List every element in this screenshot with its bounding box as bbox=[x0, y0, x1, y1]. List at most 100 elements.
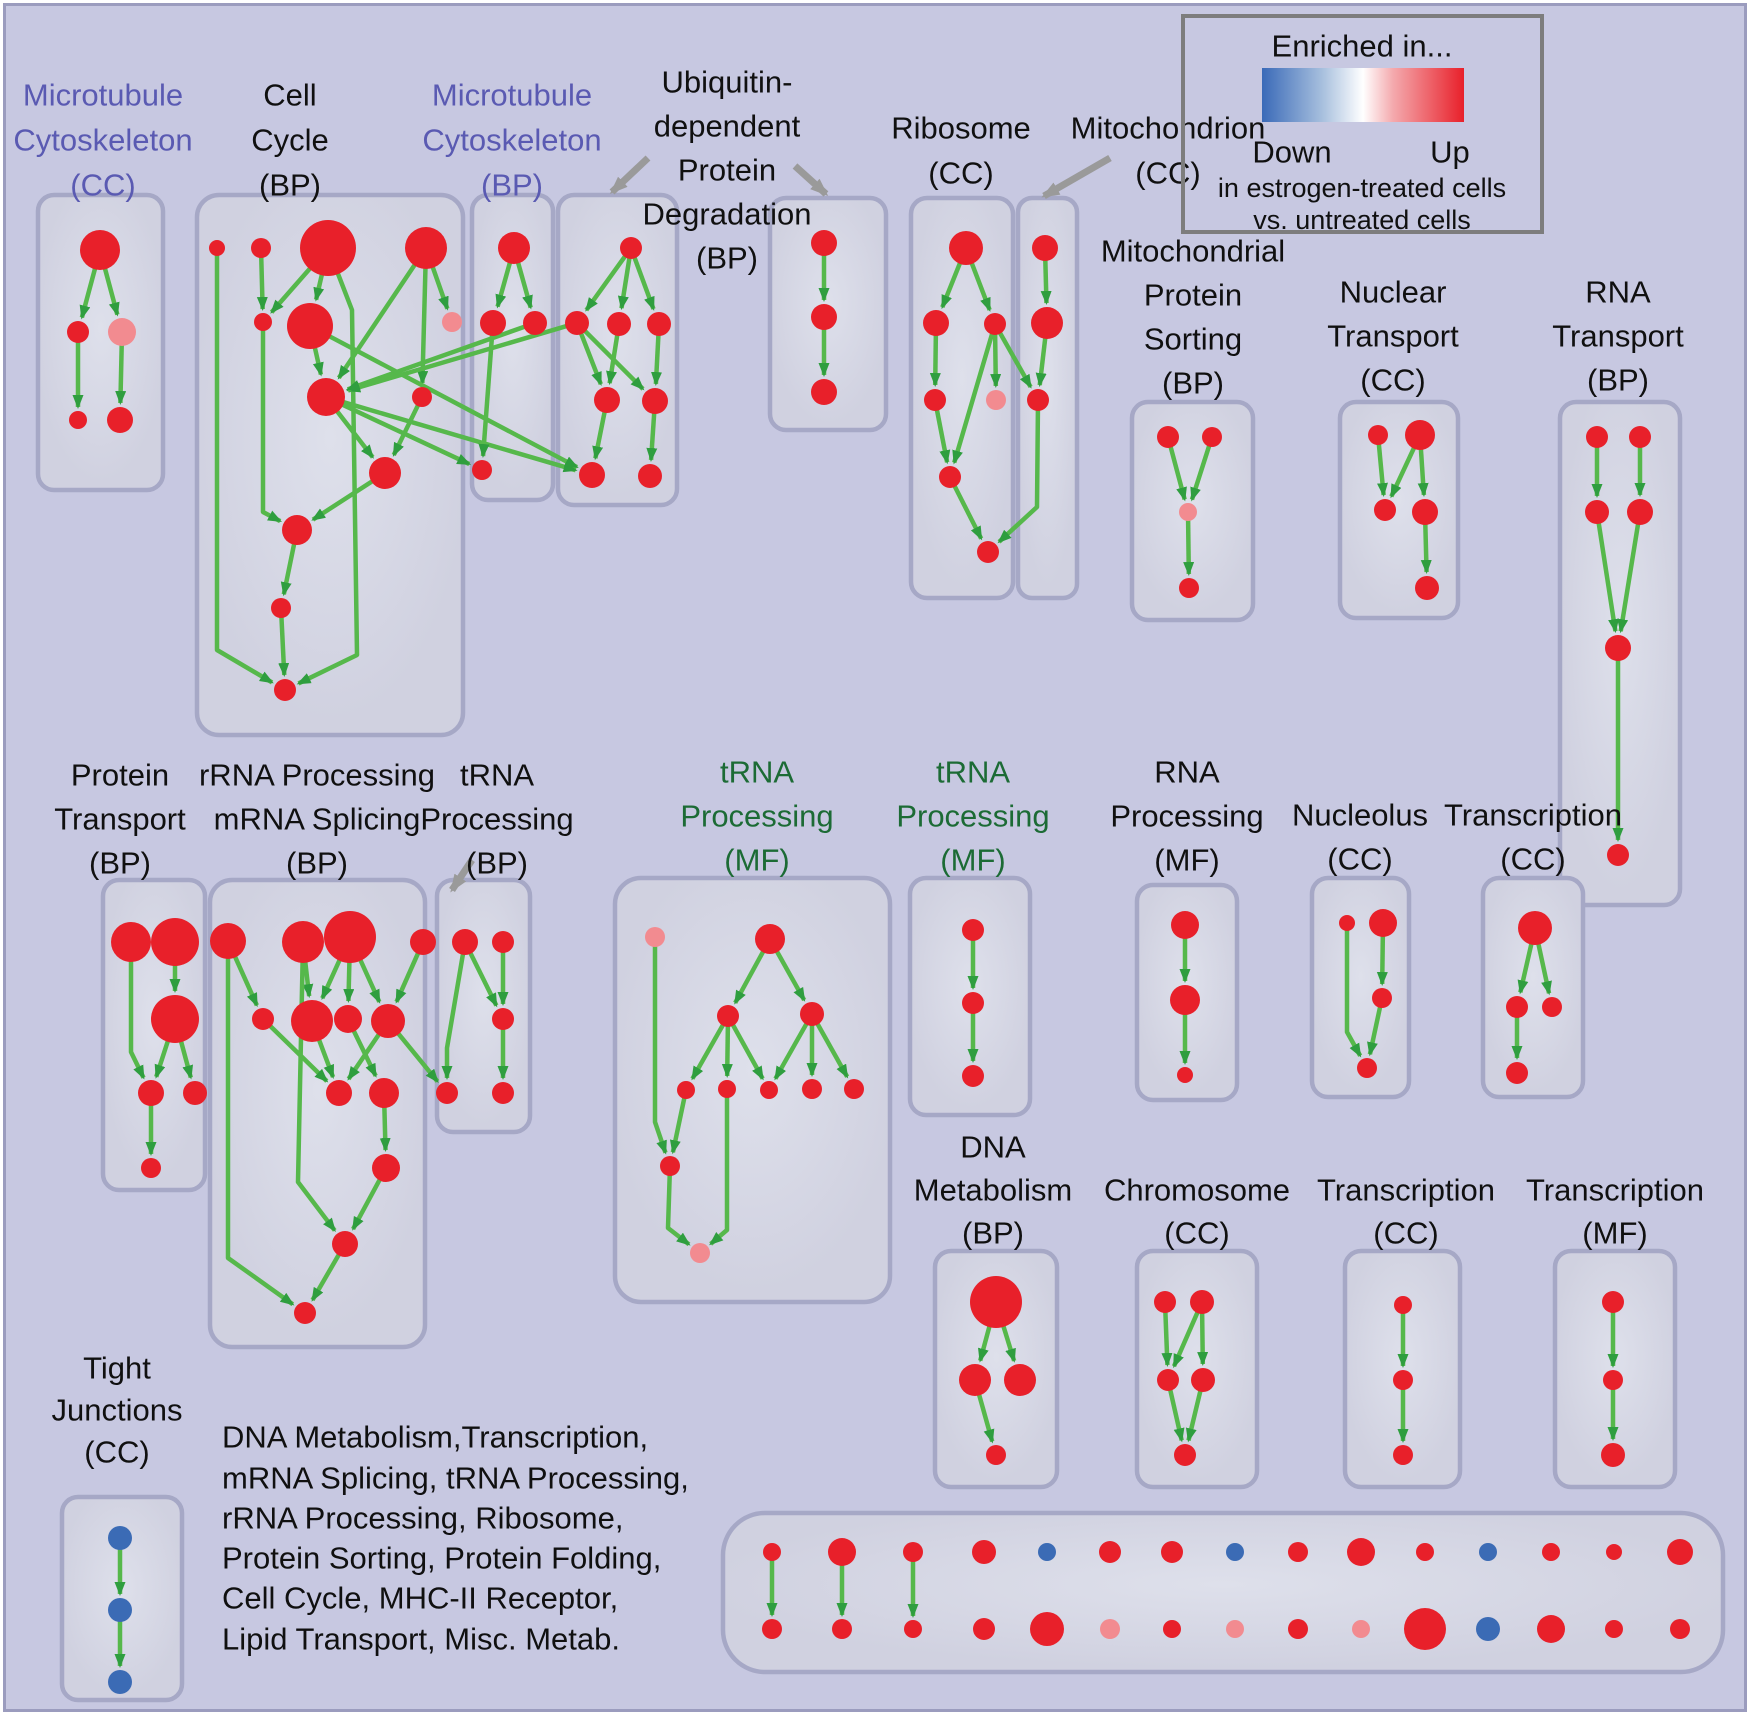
node-r3-enriched-up bbox=[324, 911, 376, 963]
node-j4-enriched-up bbox=[1627, 499, 1653, 525]
chromosome-box bbox=[1134, 1248, 1260, 1490]
node-wa-enriched-down bbox=[108, 1526, 132, 1550]
edge-b11-b12 bbox=[280, 542, 297, 597]
node-b6-enriched-up bbox=[287, 303, 333, 349]
node-b4-enriched-up bbox=[405, 227, 447, 269]
cluster-label-tight-junctions-line-2: Junctions bbox=[52, 1393, 183, 1428]
edge-qa-qd bbox=[1344, 929, 1363, 1058]
cluster-label-protein-transport-line-3: (BP) bbox=[89, 846, 151, 881]
node-lb10b-weakly-enriched bbox=[1352, 1620, 1370, 1638]
cluster-label-cell-cycle-line-1: Cell bbox=[263, 78, 316, 113]
cluster-label-protein-transport-line-1: Protein bbox=[71, 758, 169, 793]
node-rc-enriched-up bbox=[1542, 997, 1562, 1017]
edge-s4-z1 bbox=[395, 1031, 440, 1083]
annotation-arrow-ubiquitin-right bbox=[792, 163, 829, 197]
node-lb4a-enriched-up bbox=[972, 1540, 996, 1564]
edge-f6-f7 bbox=[952, 484, 984, 541]
edge-ml-n3 bbox=[730, 1022, 765, 1081]
cluster-label-ribosome-line-2: (CC) bbox=[928, 156, 993, 191]
edge-b8-b10 bbox=[334, 409, 375, 459]
node-qa-enriched-up bbox=[1339, 915, 1355, 931]
node-qc-enriched-up bbox=[1372, 988, 1392, 1008]
node-lb1a-enriched-up bbox=[763, 1543, 781, 1561]
edge-j3-j5 bbox=[1596, 521, 1620, 634]
misc-categories-text-line-4: Protein Sorting, Protein Folding, bbox=[222, 1541, 661, 1576]
cluster-label-nuclear-transport-line-3: (CC) bbox=[1360, 363, 1425, 398]
cluster-label-rrna-mrna-line-2: mRNA Splicing bbox=[214, 802, 421, 837]
nuclear-transport-box bbox=[1337, 399, 1461, 621]
node-s4-enriched-up bbox=[371, 1004, 405, 1038]
node-lb6b-weakly-enriched bbox=[1100, 1619, 1120, 1639]
cluster-label-trna-bp-line-1: tRNA bbox=[460, 758, 534, 793]
node-z1-enriched-up bbox=[436, 1082, 458, 1104]
node-va-enriched-up bbox=[1602, 1291, 1624, 1313]
edge-qc-qd bbox=[1367, 1005, 1383, 1057]
cluster-label-microtubule-bp-line-2: Cytoskeleton bbox=[422, 123, 601, 158]
cluster-label-chromosome-line-2: (CC) bbox=[1164, 1216, 1229, 1251]
node-lb15b-enriched-up bbox=[1670, 1619, 1690, 1639]
edge-tcc-tce bbox=[1167, 1388, 1185, 1443]
node-e3-enriched-up bbox=[811, 379, 837, 405]
node-s2-enriched-up bbox=[291, 1000, 333, 1042]
node-s3-enriched-up bbox=[334, 1005, 362, 1033]
node-wb-enriched-down bbox=[108, 1598, 132, 1622]
edge-d1-d3 bbox=[617, 256, 632, 311]
node-f1-enriched-up bbox=[949, 231, 983, 265]
edge-v1-w1 bbox=[351, 1177, 383, 1231]
edge-b8-c4 bbox=[340, 402, 472, 467]
node-sd-enriched-up bbox=[986, 1445, 1006, 1465]
legend-box bbox=[1181, 14, 1544, 234]
cluster-label-rrna-mrna-line-1: rRNA Processing bbox=[199, 758, 435, 793]
dna-metabolism-box bbox=[932, 1248, 1060, 1490]
edge-k3-k4 bbox=[154, 1039, 171, 1079]
cluster-label-nuclear-transport-line-1: Nuclear bbox=[1340, 275, 1447, 310]
node-p1-enriched-up bbox=[452, 929, 478, 955]
edge-c3-b8 bbox=[345, 324, 527, 392]
edge-g2-g3 bbox=[1035, 336, 1048, 388]
edge-f3-g3 bbox=[997, 330, 1033, 389]
node-f7-enriched-up bbox=[977, 541, 999, 563]
node-u2-enriched-up bbox=[369, 1078, 399, 1108]
node-tcc-enriched-up bbox=[1157, 1369, 1179, 1391]
node-tcd-enriched-up bbox=[1191, 1368, 1215, 1392]
node-ml-enriched-up bbox=[717, 1005, 739, 1027]
node-b10-enriched-up bbox=[369, 457, 401, 489]
edge-tca-tcc bbox=[1161, 1310, 1173, 1368]
edge-d1-d4 bbox=[632, 255, 656, 311]
node-tc-enriched-up bbox=[962, 1065, 984, 1087]
edge-r3-s2 bbox=[320, 957, 343, 1001]
node-j1-enriched-up bbox=[1586, 426, 1608, 448]
cluster-label-cell-cycle-line-3: (BP) bbox=[259, 168, 321, 203]
cluster-label-rna-transport-line-2: Transport bbox=[1552, 319, 1684, 354]
node-lb7b-enriched-up bbox=[1163, 1620, 1181, 1638]
node-lb9b-enriched-up bbox=[1288, 1619, 1308, 1639]
node-lb12a-enriched-down bbox=[1479, 1543, 1497, 1561]
node-d7-enriched-up bbox=[579, 462, 605, 488]
node-tb-enriched-up bbox=[962, 992, 984, 1014]
edge-f4-f6 bbox=[934, 408, 951, 465]
edge-r1-s1 bbox=[232, 954, 259, 1008]
cluster-label-ribosome-line-1: Ribosome bbox=[891, 111, 1031, 146]
cluster-label-trna-mf-2-line-3: (MF) bbox=[940, 843, 1005, 878]
edge-c1-c2 bbox=[495, 260, 513, 309]
edge-r3-s4 bbox=[357, 957, 382, 1004]
edge-o1-ob bbox=[665, 1173, 691, 1247]
node-j2-enriched-up bbox=[1629, 426, 1651, 448]
transcription-mf-box bbox=[1552, 1248, 1678, 1490]
node-h3-weakly-enriched bbox=[1179, 503, 1197, 521]
node-i5-enriched-up bbox=[1415, 576, 1439, 600]
node-k6-enriched-up bbox=[141, 1158, 161, 1178]
node-a4-enriched-up bbox=[69, 411, 87, 429]
node-sa-enriched-up bbox=[970, 1276, 1022, 1328]
node-m1-enriched-up bbox=[755, 924, 785, 954]
cluster-label-rna-processing-mf-line-1: RNA bbox=[1154, 755, 1220, 790]
edge-d5-d7 bbox=[592, 410, 608, 461]
cluster-label-trna-bp-line-2: Processing bbox=[420, 802, 573, 837]
node-g1-enriched-up bbox=[1032, 235, 1058, 261]
edge-s1-u1 bbox=[267, 1023, 329, 1083]
misc-box bbox=[720, 1510, 1726, 1675]
edge-a3-a5 bbox=[115, 343, 127, 406]
node-f4-enriched-up bbox=[924, 389, 946, 411]
